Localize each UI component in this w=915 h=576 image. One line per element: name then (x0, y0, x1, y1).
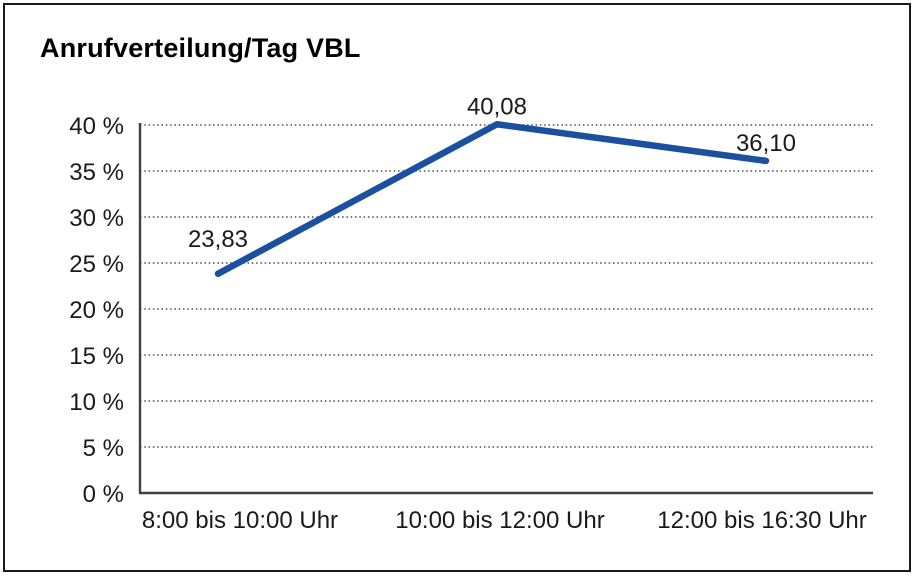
x-category-label: 10:00 bis 12:00 Uhr (395, 507, 604, 534)
series-line (214, 121, 770, 278)
y-tick-label: 25 % (69, 251, 124, 278)
y-tick-label: 15 % (69, 343, 124, 370)
y-tick-label: 20 % (69, 297, 124, 324)
data-label: 23,83 (188, 226, 248, 253)
chart-title: Anrufverteilung/Tag VBL (40, 33, 361, 63)
y-tick-label: 40 % (69, 113, 124, 140)
y-tick-label: 0 % (83, 481, 124, 508)
x-category-label: 8:00 bis 10:00 Uhr (142, 507, 338, 534)
y-tick-label: 5 % (83, 435, 124, 462)
data-label: 36,10 (736, 130, 796, 157)
x-category-label: 12:00 bis 16:30 Uhr (657, 507, 866, 534)
y-tick-label: 10 % (69, 389, 124, 416)
chart-frame (3, 3, 911, 572)
y-tick-label: 30 % (69, 205, 124, 232)
data-label: 40,08 (467, 93, 527, 120)
y-tick-label: 35 % (69, 159, 124, 186)
